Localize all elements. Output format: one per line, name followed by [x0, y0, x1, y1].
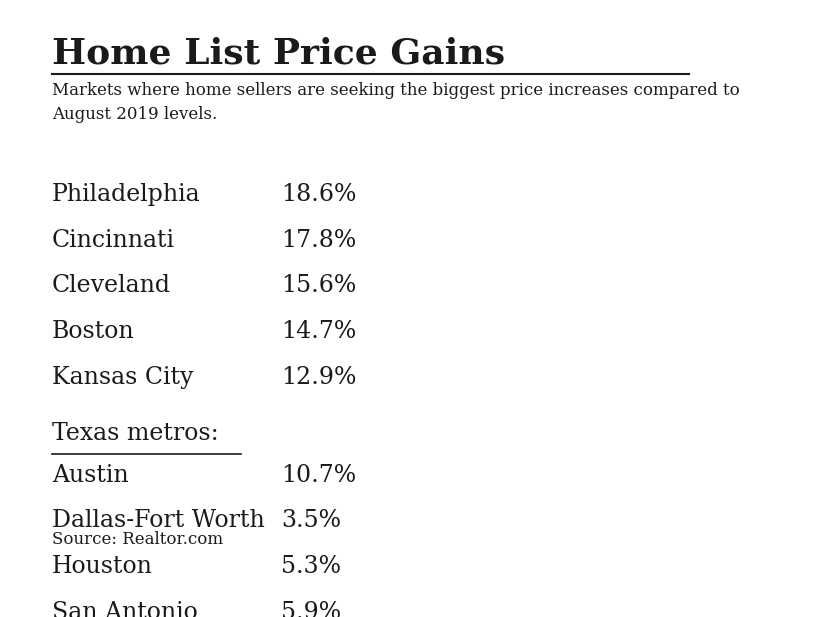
Text: Philadelphia: Philadelphia: [51, 183, 201, 206]
Text: Austin: Austin: [51, 464, 129, 487]
Text: Home List Price Gains: Home List Price Gains: [51, 36, 505, 70]
Text: Cincinnati: Cincinnati: [51, 229, 175, 252]
Text: 5.3%: 5.3%: [281, 555, 341, 578]
Text: 10.7%: 10.7%: [281, 464, 357, 487]
Text: Cleveland: Cleveland: [51, 275, 171, 297]
Text: 12.9%: 12.9%: [281, 365, 357, 389]
Text: Houston: Houston: [51, 555, 153, 578]
Text: 15.6%: 15.6%: [281, 275, 357, 297]
Text: 5.9%: 5.9%: [281, 600, 341, 617]
Text: 14.7%: 14.7%: [281, 320, 357, 343]
Text: Kansas City: Kansas City: [51, 365, 193, 389]
Text: Source: Realtor.com: Source: Realtor.com: [51, 531, 223, 547]
Text: Dallas-Fort Worth: Dallas-Fort Worth: [51, 510, 265, 532]
Text: Boston: Boston: [51, 320, 134, 343]
Text: San Antonio: San Antonio: [51, 600, 198, 617]
Text: Markets where home sellers are seeking the biggest price increases compared to
A: Markets where home sellers are seeking t…: [51, 82, 740, 123]
Text: 17.8%: 17.8%: [281, 229, 357, 252]
Text: 3.5%: 3.5%: [281, 510, 341, 532]
Text: Texas metros:: Texas metros:: [51, 422, 218, 445]
Text: 18.6%: 18.6%: [281, 183, 357, 206]
